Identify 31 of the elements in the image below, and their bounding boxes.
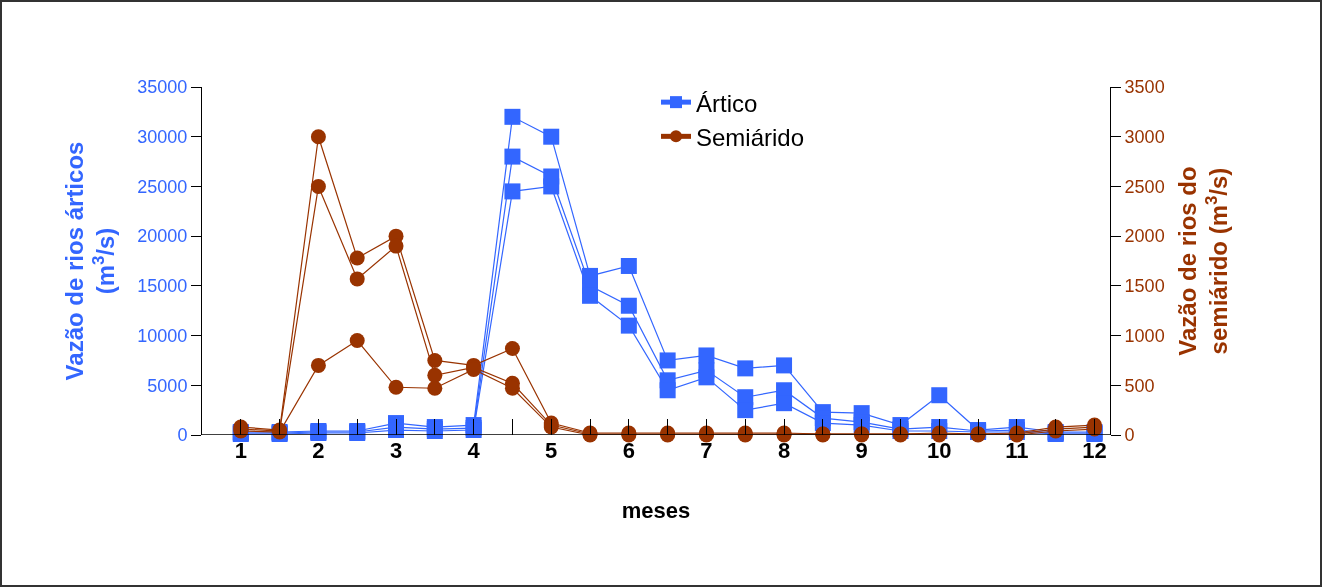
y-tick-label: 20000 (137, 226, 188, 247)
y2-tick-label: 1500 (1124, 276, 1165, 297)
y-tick-label: 15000 (137, 276, 188, 297)
y2-tick-label: 0 (1124, 425, 1135, 446)
x-tick-label: 12 (1082, 438, 1107, 463)
y2-tick-label: 500 (1124, 375, 1155, 396)
x-tick-label: 1 (234, 438, 247, 463)
y2-tick-label: 2000 (1124, 226, 1165, 247)
x-tick-label: 8 (777, 438, 791, 463)
y-tick-label: 0 (177, 425, 188, 446)
y-tick-label: 5000 (147, 375, 188, 396)
y-tick-label: 35000 (137, 77, 188, 98)
y2-tick-label: 3000 (1124, 127, 1165, 148)
x-tick-label: 11 (1005, 438, 1029, 463)
x-axis-title: meses (621, 497, 691, 523)
x-tick-label: 2 (312, 438, 325, 463)
y2-tick-label: 2500 (1124, 176, 1165, 197)
x-tick-label: 3 (389, 438, 403, 463)
legend-label: Semiárido (696, 123, 805, 151)
x-tick-label: 10 (927, 438, 952, 463)
legend-label: Ártico (696, 89, 758, 117)
y2-tick-label: 1000 (1124, 325, 1165, 346)
x-tick-label: 4 (467, 438, 481, 463)
x-tick-label: 9 (855, 438, 868, 463)
x-tick-label: 5 (545, 438, 558, 463)
x-tick-label: 7 (700, 438, 713, 463)
y-tick-label: 25000 (137, 176, 188, 197)
x-tick-label: 6 (622, 438, 635, 463)
y2-tick-label: 3500 (1124, 77, 1165, 98)
y-tick-label: 10000 (137, 325, 188, 346)
y-tick-label: 30000 (137, 127, 188, 148)
